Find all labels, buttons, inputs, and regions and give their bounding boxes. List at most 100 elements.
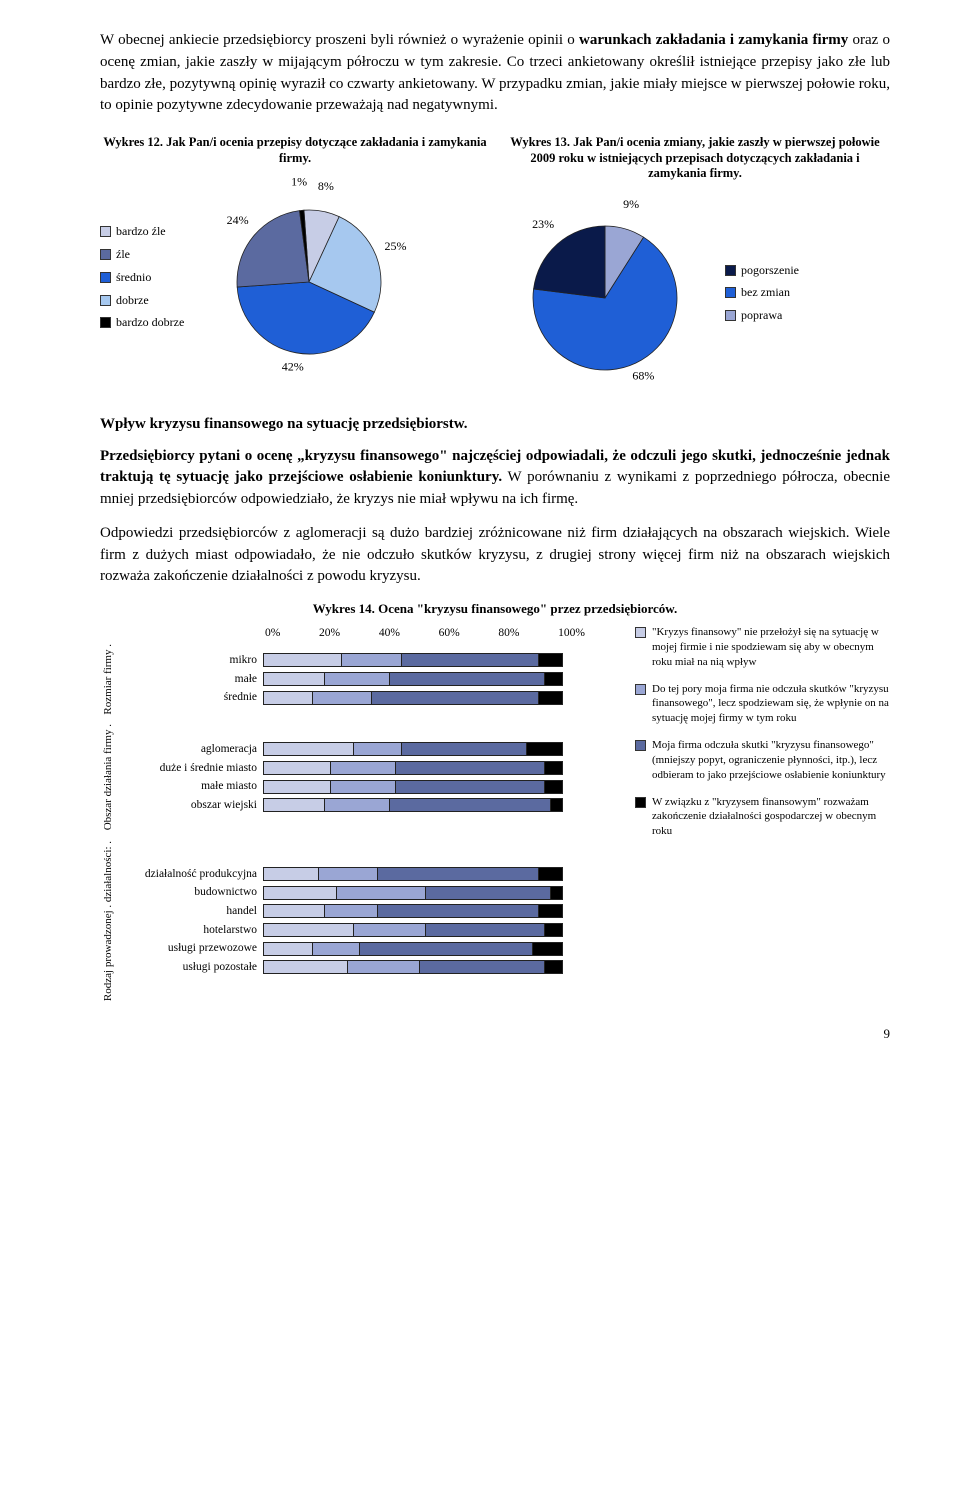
legend-text: Moja firma odczuła skutki "kryzysu finan… xyxy=(652,738,890,783)
legend-text: Do tej pory moja firma nie odczuła skutk… xyxy=(652,682,890,727)
bar-segment xyxy=(425,887,550,899)
legend-swatch xyxy=(725,265,736,276)
legend-item: źle xyxy=(100,243,184,266)
bar-segment xyxy=(550,799,562,811)
bar-label: usługi pozostałe xyxy=(118,959,263,976)
bar-row: małe miasto xyxy=(118,778,621,795)
bar-row: działalność produkcyjna xyxy=(118,866,621,883)
bar-label: mikro xyxy=(118,652,263,669)
bar-label: działalność produkcyjna xyxy=(118,866,263,883)
bar-segment xyxy=(377,905,538,917)
svg-text:8%: 8% xyxy=(318,179,334,193)
chart-13-title: Wykres 13. Jak Pan/i ocenia zmiany, jaki… xyxy=(500,135,890,182)
chart-13-pie: 9%68%23% xyxy=(500,188,715,398)
bar-segment xyxy=(544,762,562,774)
bar-row: średnie xyxy=(118,689,621,706)
legend-label: bardzo źle xyxy=(116,220,166,243)
stacked-bar xyxy=(263,653,563,667)
bar-segment xyxy=(264,868,318,880)
bar-label: aglomeracja xyxy=(118,741,263,758)
chart-12-legend: bardzo źleźleśredniodobrzebardzo dobrze xyxy=(100,220,184,334)
chart-12-title: Wykres 12. Jak Pan/i ocenia przepisy dot… xyxy=(100,135,490,166)
bar-segment xyxy=(318,868,378,880)
legend-text: W związku z "kryzysem finansowym" rozważ… xyxy=(652,795,890,840)
bar-segment xyxy=(264,905,324,917)
legend-text: "Kryzys finansowy" nie przełożył się na … xyxy=(652,625,890,670)
bar-segment xyxy=(324,673,390,685)
bar-segment xyxy=(371,692,538,704)
p1a: W obecnej ankiecie przedsiębiorcy prosze… xyxy=(100,32,579,48)
bar-segment xyxy=(550,887,562,899)
axis-tick: 60% xyxy=(439,625,460,642)
chart-12-pie: 8%25%42%24%1% xyxy=(194,172,424,382)
bar-label: handel xyxy=(118,903,263,920)
legend-swatch xyxy=(100,249,111,260)
bar-row: aglomeracja xyxy=(118,741,621,758)
stacked-bar xyxy=(263,798,563,812)
bar-segment xyxy=(526,743,562,755)
legend-swatch xyxy=(635,627,646,638)
stacked-bar xyxy=(263,923,563,937)
svg-text:68%: 68% xyxy=(632,368,654,382)
legend-swatch xyxy=(635,740,646,751)
legend-swatch xyxy=(100,317,111,328)
legend-swatch xyxy=(725,287,736,298)
bar-segment xyxy=(264,887,336,899)
legend-item: bez zmian xyxy=(725,281,799,304)
stacked-bar xyxy=(263,904,563,918)
bar-segment xyxy=(544,924,562,936)
bar-segment xyxy=(544,781,562,793)
legend-item: poprawa xyxy=(725,304,799,327)
bar-segment xyxy=(264,762,330,774)
stacked-bar xyxy=(263,672,563,686)
bar-segment xyxy=(401,654,538,666)
bar-segment xyxy=(389,799,550,811)
bar-segment xyxy=(341,654,401,666)
bar-label: hotelarstwo xyxy=(118,922,263,939)
bar-segment xyxy=(264,961,347,973)
bar-legend-item: Do tej pory moja firma nie odczuła skutk… xyxy=(635,682,890,727)
bar-segment xyxy=(538,868,562,880)
stacked-bar xyxy=(263,761,563,775)
chart-14-bars: Rozmiar firmy .mikromałeśrednieObszar dz… xyxy=(100,644,621,1001)
bar-segment xyxy=(389,673,544,685)
bar-label: budownictwo xyxy=(118,884,263,901)
legend-swatch xyxy=(100,295,111,306)
bar-row: budownictwo xyxy=(118,884,621,901)
bar-legend-item: W związku z "kryzysem finansowym" rozważ… xyxy=(635,795,890,840)
bar-row: hotelarstwo xyxy=(118,922,621,939)
svg-text:1%: 1% xyxy=(291,175,307,189)
legend-label: dobrze xyxy=(116,289,149,312)
section-heading: Wpływ kryzysu finansowego na sytuację pr… xyxy=(100,414,890,436)
chart-14-axis: 0%20%40%60%80%100% xyxy=(265,625,585,642)
bar-segment xyxy=(544,673,562,685)
legend-label: bardzo dobrze xyxy=(116,311,184,334)
axis-tick: 40% xyxy=(379,625,400,642)
bar-row: usługi pozostałe xyxy=(118,959,621,976)
p1b: warunkach zakładania i zamykania firmy xyxy=(579,32,848,48)
bar-row: małe xyxy=(118,671,621,688)
axis-tick: 100% xyxy=(558,625,585,642)
bar-label: usługi przewozowe xyxy=(118,940,263,957)
bar-segment xyxy=(336,887,425,899)
axis-tick: 80% xyxy=(498,625,519,642)
legend-label: pogorszenie xyxy=(741,259,799,282)
bar-segment xyxy=(264,743,353,755)
bar-segment xyxy=(395,762,544,774)
stacked-bar xyxy=(263,942,563,956)
bar-segment xyxy=(264,781,330,793)
bar-legend-item: "Kryzys finansowy" nie przełożył się na … xyxy=(635,625,890,670)
bar-row: duże i średnie miasto xyxy=(118,760,621,777)
paragraph-3: Odpowiedzi przedsiębiorców z aglomeracji… xyxy=(100,523,890,588)
bar-segment xyxy=(264,692,312,704)
bar-segment xyxy=(264,799,324,811)
bar-segment xyxy=(538,654,562,666)
bar-segment xyxy=(353,924,425,936)
stacked-bar xyxy=(263,780,563,794)
group-label: Rodzaj prowadzonej . działalności: . xyxy=(101,841,117,1001)
legend-item: bardzo dobrze xyxy=(100,311,184,334)
chart-14-wrap: 0%20%40%60%80%100% Rozmiar firmy .mikrom… xyxy=(100,625,890,1001)
chart-13: Wykres 13. Jak Pan/i ocenia zmiany, jaki… xyxy=(500,135,890,398)
legend-label: bez zmian xyxy=(741,281,790,304)
chart-12: Wykres 12. Jak Pan/i ocenia przepisy dot… xyxy=(100,135,490,398)
